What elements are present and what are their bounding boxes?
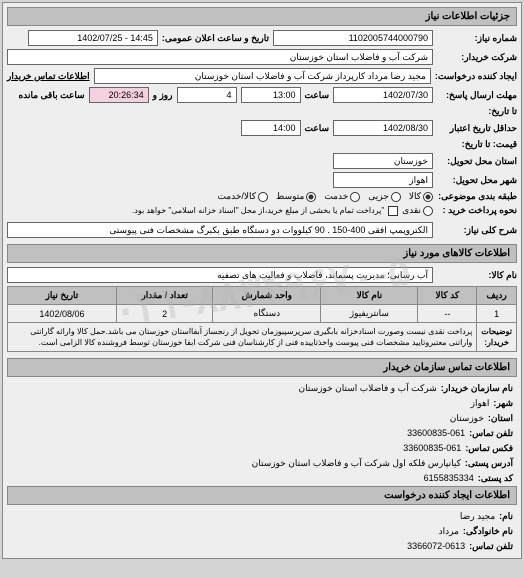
remaining-time-field: 20:26:34 bbox=[89, 87, 149, 103]
contact-city-value: اهواز bbox=[471, 398, 490, 409]
phone-value: 33600835-061 bbox=[407, 428, 465, 439]
contact-province-value: خوزستان bbox=[450, 413, 484, 424]
classification-radio-group: کالا جزیی خدمت متوسط کالا/خدمت bbox=[217, 191, 433, 202]
creator-title: اطلاعات ایجاد کننده درخواست bbox=[7, 486, 517, 505]
radio-all[interactable]: کالا bbox=[409, 191, 433, 202]
radio-goods[interactable]: کالا/خدمت bbox=[217, 191, 268, 202]
classification-label: طبقه بندی موضوعی: bbox=[437, 191, 517, 202]
th-row: ردیف bbox=[477, 287, 517, 305]
deadline-time-label: ساعت bbox=[305, 90, 330, 101]
radio-dot-icon bbox=[423, 206, 433, 216]
td-name: سانتریفیوژ bbox=[321, 305, 418, 323]
header-title: جزئیات اطلاعات نیاز bbox=[7, 7, 517, 26]
radio-dot-icon bbox=[423, 192, 433, 202]
radio-service[interactable]: خدمت bbox=[324, 191, 360, 202]
table-desc-row: توضیحات خریدار: پرداخت نقدی نیست وصورت ا… bbox=[8, 323, 517, 352]
th-code: کد کالا bbox=[418, 287, 477, 305]
creator-field: مجید رضا مرداد کارپرداز شرکت آب و فاضلاب… bbox=[94, 68, 431, 84]
request-number-label: شماره نیاز: bbox=[437, 33, 517, 44]
announce-date-label: تاریخ و ساعت اعلان عمومی: bbox=[162, 33, 269, 44]
deadline-time-field: 13:00 bbox=[241, 87, 301, 103]
description-label: شرح کلی نیاز: bbox=[437, 225, 517, 236]
deadline-to-label: تا تاریخ: bbox=[437, 106, 517, 117]
phone2-label: تلفن تماس: bbox=[469, 541, 513, 552]
postal-label: کد پستی: bbox=[478, 473, 513, 484]
family-value: مرداد bbox=[439, 526, 459, 537]
province-field: خوزستان bbox=[333, 153, 433, 169]
payment-text: "پرداخت تمام یا بخشی از مبلغ خرید،از محل… bbox=[132, 206, 384, 215]
th-qty: تعداد / مقدار bbox=[116, 287, 212, 305]
contact-link[interactable]: اطلاعات تماس خریدار bbox=[7, 71, 90, 82]
buyer-field: شرکت آب و فاضلاب استان خوزستان bbox=[7, 49, 433, 65]
goods-name-field: آب رسانی؛ مدیریت پسماند، فاضلاب و فعالیت… bbox=[7, 267, 433, 283]
desc-text: پرداخت نقدی نیست وصورت اسنادخزانه بابگیر… bbox=[8, 323, 477, 352]
name-value: مجید رضا bbox=[460, 511, 495, 522]
validity-date-field: 1402/08/30 bbox=[333, 120, 433, 136]
desc-label: توضیحات خریدار: bbox=[477, 323, 517, 352]
request-number-field: 1102005744000790 bbox=[273, 30, 433, 46]
phone-label: تلفن تماس: bbox=[469, 428, 513, 439]
radio-dot-icon bbox=[350, 192, 360, 202]
goods-name-label: نام کالا: bbox=[437, 270, 517, 281]
buyer-label: شرکت خریدار: bbox=[437, 52, 517, 63]
phone2-value: 3366072-0613 bbox=[407, 541, 465, 552]
remaining-label: ساعت باقی مانده bbox=[19, 90, 85, 101]
payment-checkbox[interactable] bbox=[388, 206, 398, 216]
td-unit: دستگاه bbox=[213, 305, 321, 323]
validity-to-label: قیمت: تا تاریخ: bbox=[437, 139, 517, 150]
validity-label: حداقل تاریخ اعتبار bbox=[437, 123, 517, 134]
family-label: نام خانوادگی: bbox=[463, 526, 513, 537]
deadline-days-label: روز و bbox=[153, 90, 173, 101]
announce-date-field: 14:45 - 1402/07/25 bbox=[28, 30, 158, 46]
deadline-date-field: 1402/07/30 bbox=[333, 87, 433, 103]
deadline-days-field: 4 bbox=[177, 87, 237, 103]
province-label: استان محل تحویل: bbox=[437, 156, 517, 167]
contact-title: اطلاعات تماس سازمان خریدار bbox=[7, 358, 517, 377]
validity-time-field: 14:00 bbox=[241, 120, 301, 136]
main-container: جزئیات اطلاعات نیاز شماره نیاز: 11020057… bbox=[2, 2, 522, 559]
city-label: شهر محل تحویل: bbox=[437, 175, 517, 186]
description-field: الکتروپمپ افقی 400-150 . 90 کیلووات دو د… bbox=[7, 222, 433, 238]
postal-value: 6155835334 bbox=[424, 473, 474, 484]
td-code: -- bbox=[418, 305, 477, 323]
radio-partial[interactable]: جزیی bbox=[368, 191, 401, 202]
td-date: 1402/08/06 bbox=[8, 305, 117, 323]
city-field: اهواز bbox=[333, 172, 433, 188]
address-value: کیانپارس فلکه اول شرکت آب و فاضلاب استان… bbox=[252, 458, 461, 469]
td-row: 1 bbox=[477, 305, 517, 323]
address-label: آدرس پستی: bbox=[465, 458, 513, 469]
radio-medium[interactable]: متوسط bbox=[276, 191, 316, 202]
contact-province-label: استان: bbox=[488, 413, 513, 424]
org-value: شرکت آب و فاضلاب استان خوزستان bbox=[299, 383, 437, 394]
goods-table: ردیف کد کالا نام کالا واحد شمارش تعداد /… bbox=[7, 286, 517, 352]
th-date: تاریخ نیاز bbox=[8, 287, 117, 305]
contact-section: اطلاعات تماس سازمان خریدار نام سازمان خر… bbox=[7, 358, 517, 554]
fax-label: فکس تماس: bbox=[465, 443, 513, 454]
payment-label: نحوه پرداخت خرید : bbox=[437, 205, 517, 216]
org-label: نام سازمان خریدار: bbox=[441, 383, 513, 394]
payment-cash-radio[interactable]: نقدی bbox=[402, 205, 433, 216]
validity-time-label: ساعت bbox=[305, 123, 330, 134]
radio-dot-icon bbox=[258, 192, 268, 202]
th-unit: واحد شمارش bbox=[213, 287, 321, 305]
table-row: 1 -- سانتریفیوژ دستگاه 2 1402/08/06 bbox=[8, 305, 517, 323]
creator-label: ایجاد کننده درخواست: bbox=[435, 71, 517, 82]
name-label: نام: bbox=[499, 511, 513, 522]
th-name: نام کالا bbox=[321, 287, 418, 305]
goods-title: اطلاعات کالاهای مورد نیاز bbox=[7, 244, 517, 263]
radio-dot-icon bbox=[391, 192, 401, 202]
fax-value: 33600835-061 bbox=[403, 443, 461, 454]
deadline-label: مهلت ارسال پاسخ: bbox=[437, 90, 517, 101]
contact-city-label: شهر: bbox=[493, 398, 513, 409]
radio-dot-icon bbox=[306, 192, 316, 202]
td-qty: 2 bbox=[116, 305, 212, 323]
